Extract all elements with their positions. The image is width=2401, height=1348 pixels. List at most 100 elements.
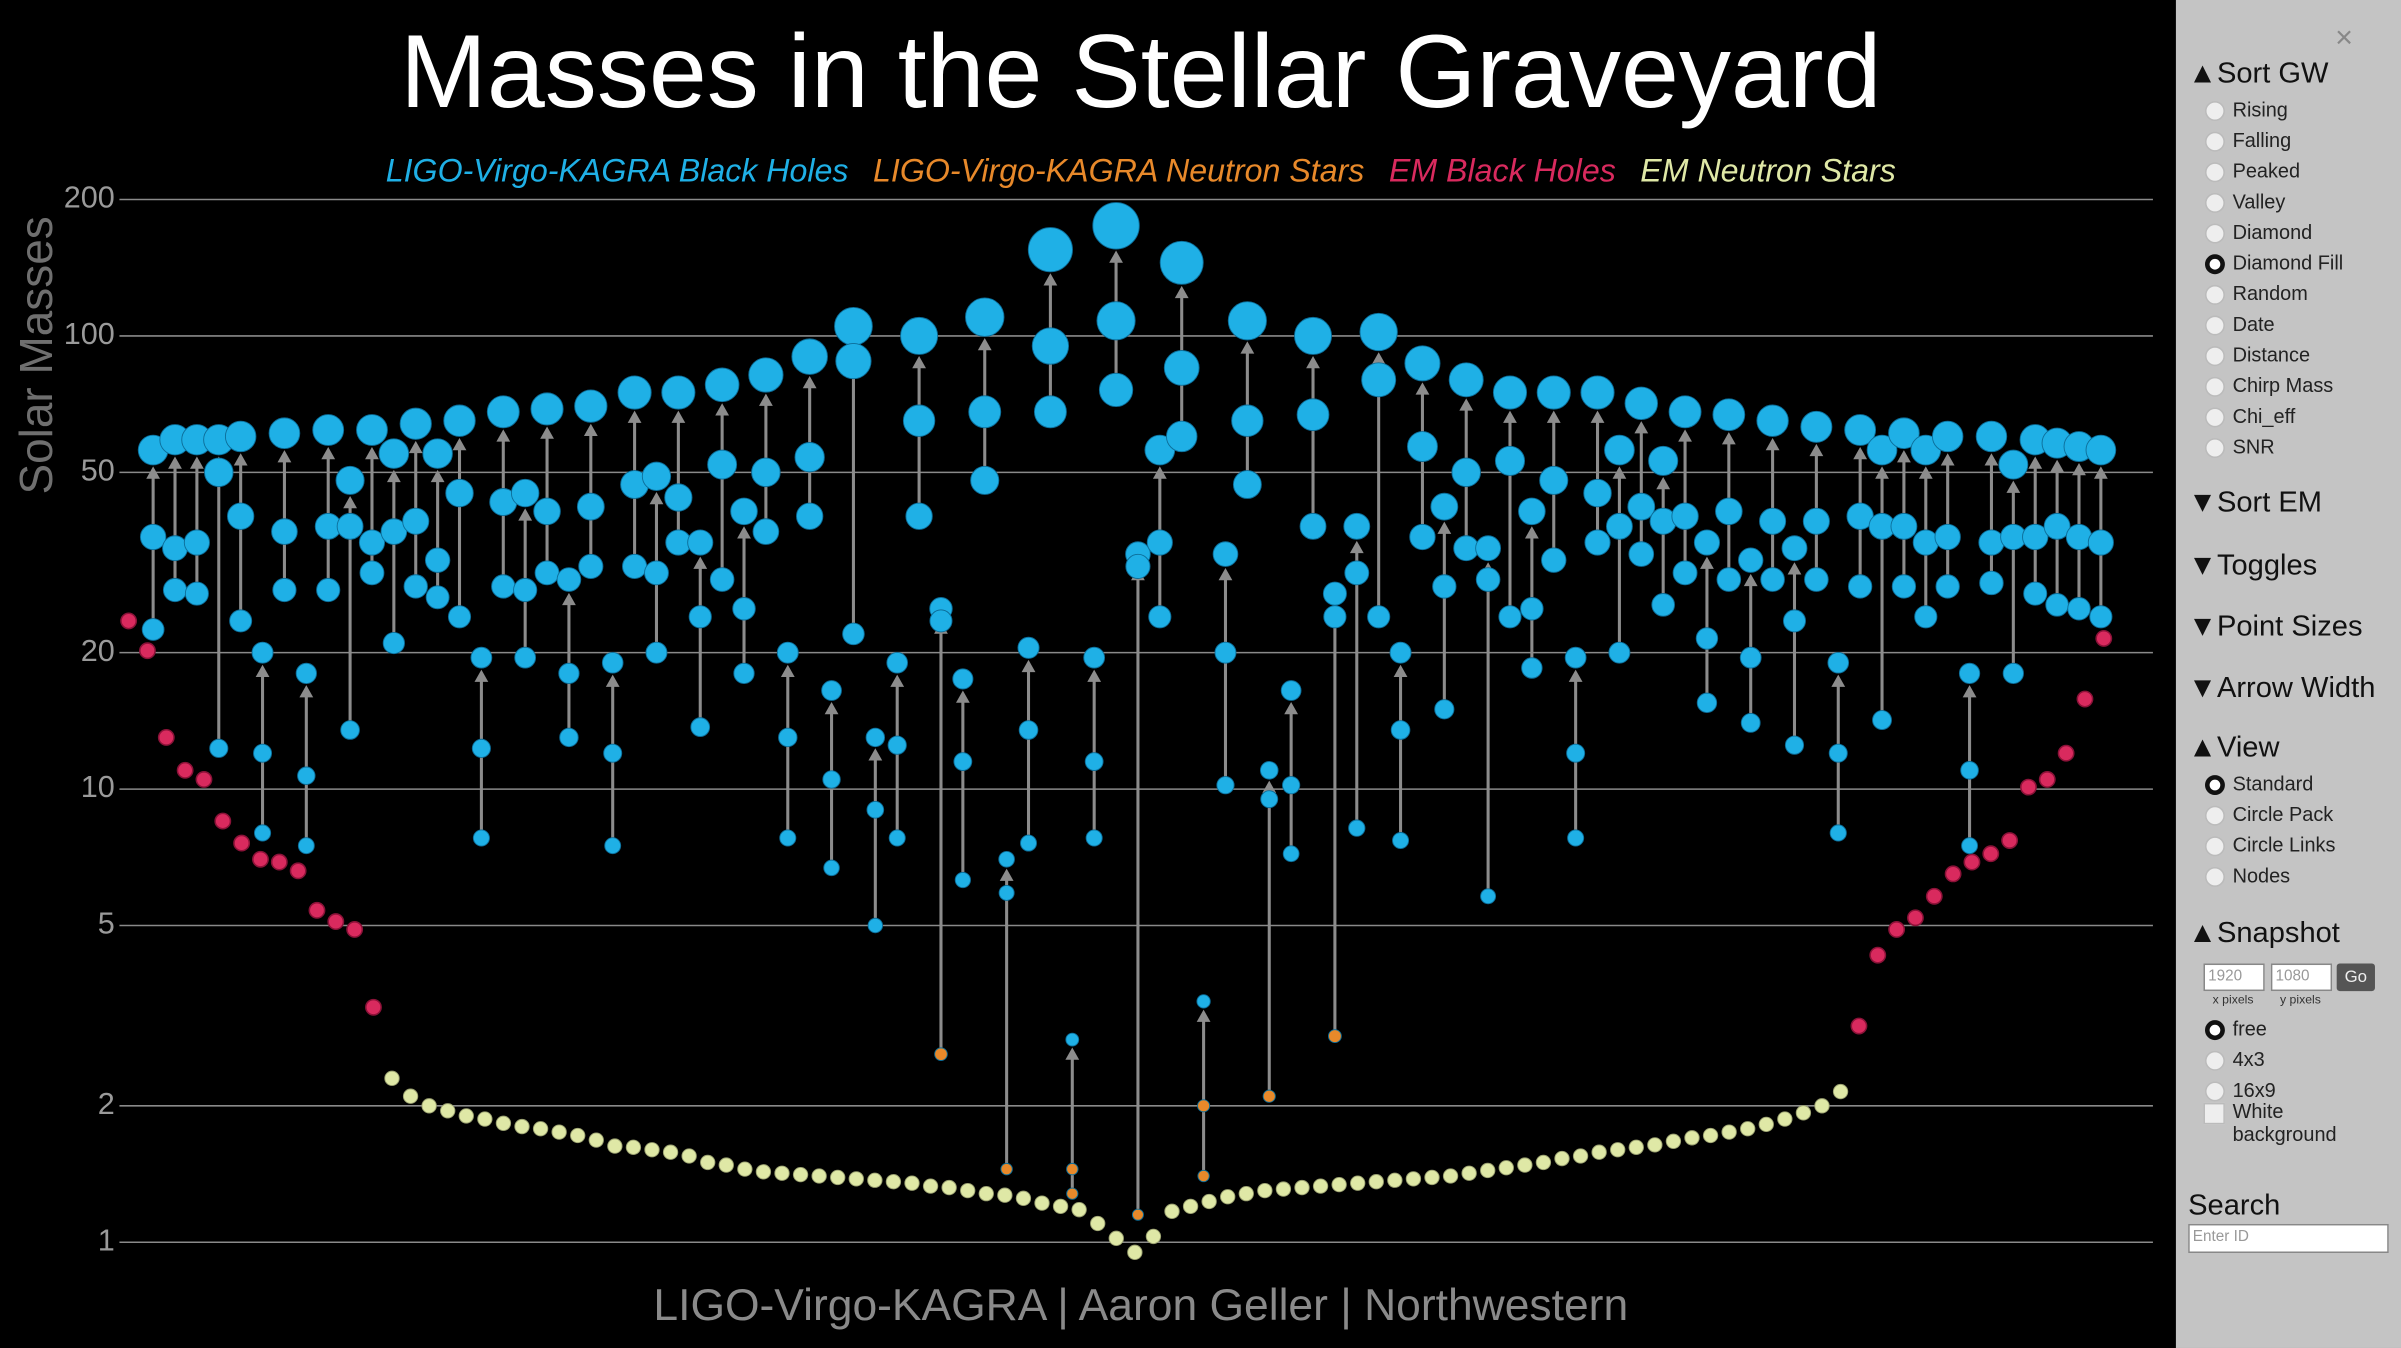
arrow-head	[780, 664, 795, 677]
y-tick-label: 2	[98, 1087, 115, 1121]
section-heading[interactable]: ▼Sort EM	[2188, 487, 2323, 520]
radio-label[interactable]: 16x9	[2232, 1078, 2276, 1102]
component-mass	[1802, 507, 1830, 535]
radio-button[interactable]	[2205, 376, 2225, 397]
radio-label[interactable]: 4x3	[2232, 1047, 2265, 1071]
remnant-mass	[486, 395, 520, 429]
go-button[interactable]: Go	[2336, 963, 2375, 992]
section-heading[interactable]: ▲Snapshot	[2188, 917, 2340, 950]
radio-label[interactable]: SNR	[2232, 435, 2275, 459]
radio-button[interactable]	[2205, 438, 2225, 459]
checkbox[interactable]	[2203, 1102, 2225, 1125]
radio-label[interactable]: Date	[2232, 312, 2275, 336]
component-mass	[1214, 641, 1237, 664]
arrow-head	[649, 492, 664, 505]
remnant-mass	[399, 407, 432, 440]
remnant-mass	[443, 404, 476, 437]
radio-label[interactable]: free	[2232, 1017, 2267, 1041]
component-mass	[1018, 720, 1039, 740]
component-mass	[271, 518, 298, 545]
radio-button[interactable]	[2205, 101, 2225, 122]
component-mass	[1197, 1169, 1210, 1183]
component-mass	[732, 597, 756, 621]
radio-label[interactable]: Circle Pack	[2232, 802, 2334, 826]
radio-button[interactable]	[2205, 866, 2225, 887]
em-black-hole	[214, 812, 232, 830]
component-mass	[447, 605, 472, 629]
arrow-head	[1284, 701, 1299, 715]
section-heading[interactable]: ▼Point Sizes	[2188, 611, 2363, 644]
radio-button[interactable]	[2205, 1050, 2225, 1071]
radio-label[interactable]: Diamond Fill	[2232, 251, 2344, 275]
radio-button[interactable]	[2205, 193, 2225, 213]
component-mass	[2065, 523, 2093, 551]
radio-button[interactable]	[2205, 315, 2225, 336]
em-neutron-star	[1405, 1171, 1422, 1187]
em-neutron-star	[551, 1124, 567, 1140]
radio-button[interactable]	[2205, 775, 2225, 796]
arrow-head	[1678, 429, 1692, 442]
radio-label[interactable]: Standard	[2232, 772, 2314, 796]
radio-label[interactable]: Falling	[2232, 128, 2292, 152]
arrow-head	[1174, 285, 1189, 299]
component-mass	[445, 478, 474, 508]
em-neutron-star	[1108, 1230, 1124, 1246]
search-input[interactable]: Enter ID	[2188, 1223, 2389, 1254]
em-black-hole	[327, 913, 345, 931]
radio-label[interactable]: Nodes	[2232, 863, 2291, 887]
radio-label[interactable]: Peaked	[2232, 159, 2301, 183]
close-button[interactable]: ×	[2335, 21, 2354, 56]
arrow-head	[343, 495, 357, 509]
arrow-head	[452, 437, 467, 451]
radio-label[interactable]: Chirp Mass	[2232, 373, 2334, 397]
component-mass	[2002, 662, 2024, 685]
remnant-mass	[1931, 420, 1964, 453]
y-tick-label: 100	[64, 317, 115, 351]
component-mass	[253, 743, 273, 763]
radio-button[interactable]	[2205, 162, 2225, 183]
component-mass	[688, 605, 712, 629]
section-heading[interactable]: ▼Arrow Width	[2188, 672, 2376, 705]
radio-button[interactable]	[2205, 1020, 2225, 1041]
arrow-head	[955, 690, 970, 703]
y-pixels-input[interactable]: 1080	[2270, 963, 2333, 992]
section-heading[interactable]: ▲View	[2188, 732, 2280, 765]
radio-button[interactable]	[2205, 346, 2225, 367]
remnant-mass	[704, 367, 740, 403]
radio-label[interactable]: Rising	[2232, 98, 2288, 122]
radio-button[interactable]	[2205, 284, 2225, 305]
em-neutron-star	[607, 1138, 623, 1154]
em-neutron-star	[532, 1121, 549, 1137]
radio-button[interactable]	[2205, 1081, 2225, 1102]
component-mass	[2045, 593, 2069, 617]
radio-label[interactable]: Distance	[2232, 343, 2311, 367]
component-mass	[1163, 350, 1200, 386]
radio-label[interactable]: Circle Links	[2232, 833, 2336, 857]
component-mass	[1498, 605, 1522, 629]
component-mass	[603, 743, 623, 763]
em-neutron-star	[1350, 1175, 1366, 1191]
radio-label[interactable]: Diamond	[2232, 220, 2313, 244]
em-neutron-star	[1554, 1150, 1570, 1167]
radio-button[interactable]	[2205, 836, 2225, 857]
component-mass	[403, 574, 428, 599]
radio-button[interactable]	[2205, 805, 2225, 826]
section-heading[interactable]: ▲Sort GW	[2188, 58, 2329, 91]
radio-label[interactable]: Valley	[2232, 189, 2286, 213]
radio-button[interactable]	[2205, 223, 2225, 244]
section-heading[interactable]: ▼Toggles	[2188, 549, 2318, 583]
component-mass	[664, 483, 693, 512]
component-mass	[316, 577, 341, 603]
x-pixels-input[interactable]: 1920	[2203, 963, 2265, 992]
radio-label[interactable]: Random	[2232, 281, 2308, 305]
arrow-head	[233, 453, 248, 466]
em-neutron-star	[1164, 1203, 1180, 1219]
radio-button[interactable]	[2205, 407, 2225, 428]
checkbox-label[interactable]: White background	[2232, 1099, 2337, 1146]
radio-label[interactable]: Chi_eff	[2232, 404, 2296, 428]
arrow-head	[1415, 382, 1430, 395]
radio-button[interactable]	[2205, 131, 2225, 152]
arrow-head	[1503, 410, 1517, 423]
remnant-mass	[965, 297, 1005, 337]
radio-button[interactable]	[2205, 254, 2225, 275]
